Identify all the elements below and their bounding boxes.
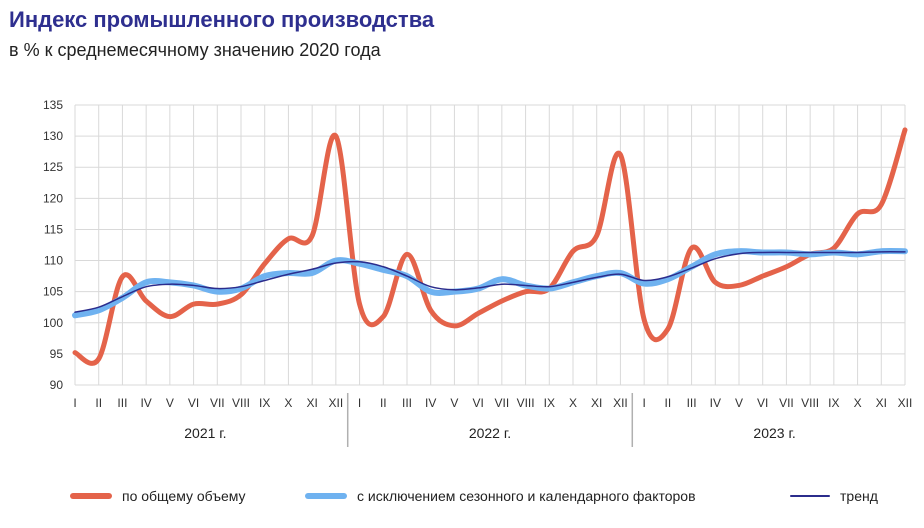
legend-swatch-total: [70, 493, 112, 499]
x-tick-label: XII: [898, 396, 913, 410]
chart-title: Индекс промышленного производства: [9, 7, 435, 32]
x-tick-label: I: [358, 396, 361, 410]
x-tick-label: VIII: [801, 396, 819, 410]
chart-legend: по общему объему с исключением сезонного…: [0, 488, 924, 512]
y-tick-label: 120: [43, 191, 63, 205]
legend-item-seasonal: с исключением сезонного и календарного ф…: [305, 488, 696, 504]
x-tick-label: VI: [472, 396, 483, 410]
x-tick-label: XI: [876, 396, 887, 410]
x-tick-label: IX: [259, 396, 270, 410]
y-tick-label: 95: [50, 347, 64, 361]
x-tick-label: X: [569, 396, 577, 410]
x-tick-label: IX: [828, 396, 839, 410]
legend-item-trend: тренд: [790, 488, 878, 504]
series-line-total: [72, 127, 908, 366]
x-tick-label: VIII: [517, 396, 535, 410]
x-tick-label: I: [73, 396, 76, 410]
x-tick-label: X: [854, 396, 862, 410]
year-label: 2023 г.: [753, 425, 795, 441]
y-tick-label: 115: [44, 222, 63, 236]
year-label: 2021 г.: [184, 425, 226, 441]
x-tick-label: II: [665, 396, 672, 410]
x-tick-label: VII: [779, 396, 794, 410]
x-tick-label: VIII: [232, 396, 250, 410]
y-tick-label: 110: [44, 254, 63, 268]
x-tick-label: IX: [544, 396, 555, 410]
x-tick-label: XI: [591, 396, 602, 410]
legend-swatch-trend: [790, 495, 830, 497]
legend-swatch-seasonal: [305, 493, 347, 499]
legend-label-trend: тренд: [840, 488, 878, 504]
legend-item-total: по общему объему: [70, 488, 246, 504]
x-tick-label: XII: [613, 396, 628, 410]
x-tick-label: VII: [495, 396, 510, 410]
x-tick-label: IV: [425, 396, 436, 410]
chart-subtitle: в % к среднемесячному значению 2020 года: [9, 40, 381, 60]
x-tick-label: XI: [306, 396, 317, 410]
x-tick-label: III: [687, 396, 697, 410]
x-tick-label: V: [735, 396, 743, 410]
x-tick-label: V: [450, 396, 458, 410]
x-tick-label: IV: [140, 396, 151, 410]
x-tick-label: IV: [710, 396, 721, 410]
x-tick-label: I: [642, 396, 645, 410]
x-tick-label: II: [380, 396, 387, 410]
y-tick-label: 90: [50, 378, 64, 392]
x-tick-label: X: [284, 396, 292, 410]
x-tick-label: XII: [329, 396, 344, 410]
x-tick-label: VI: [757, 396, 768, 410]
y-tick-label: 105: [43, 285, 63, 299]
y-tick-label: 130: [43, 129, 63, 143]
legend-label-seasonal: с исключением сезонного и календарного ф…: [357, 488, 696, 504]
x-tick-label: II: [95, 396, 102, 410]
x-tick-label: VII: [210, 396, 225, 410]
y-tick-label: 135: [43, 98, 63, 112]
x-tick-label: III: [117, 396, 127, 410]
y-tick-label: 100: [43, 316, 63, 330]
x-tick-label: V: [166, 396, 174, 410]
series-line-trend: [74, 251, 906, 313]
legend-label-total: по общему объему: [122, 488, 246, 504]
y-tick-label: 125: [43, 160, 63, 174]
x-tick-label: VI: [188, 396, 199, 410]
year-label: 2022 г.: [469, 425, 511, 441]
x-tick-label: III: [402, 396, 412, 410]
